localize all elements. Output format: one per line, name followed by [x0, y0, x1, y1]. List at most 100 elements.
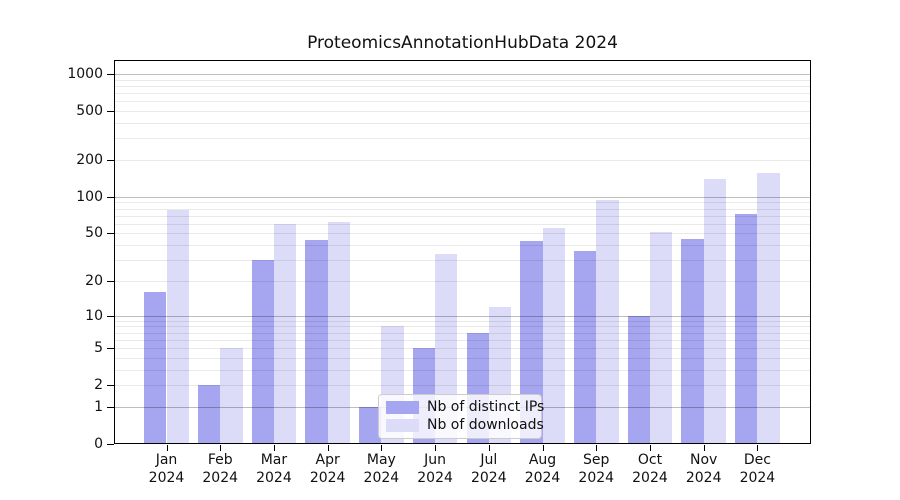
gridline-minor	[115, 326, 810, 327]
x-tick-month: Jan	[155, 452, 178, 468]
x-tick-mark	[757, 445, 758, 451]
x-tick-mark	[220, 445, 221, 451]
bar-distinct-ips	[359, 406, 382, 444]
y-tick-mark	[107, 444, 114, 445]
x-tick-year: 2024	[148, 469, 185, 486]
legend: Nb of distinct IPs Nb of downloads	[378, 394, 544, 439]
gridline-minor	[115, 340, 810, 341]
gridline-major	[115, 197, 810, 198]
x-tick-month: Sep	[583, 452, 610, 468]
bar-downloads	[542, 228, 565, 444]
x-tick-month: Dec	[743, 452, 771, 468]
y-tick-mark	[107, 407, 114, 408]
x-tick-year: 2024	[309, 469, 346, 486]
x-tick-year: 2024	[417, 469, 453, 486]
x-tick-label: Jul 2024	[457, 452, 521, 487]
legend-label-downloads: Nb of downloads	[427, 417, 544, 433]
gridline-minor	[115, 281, 810, 282]
x-tick-mark	[328, 445, 329, 451]
y-tick-mark	[107, 74, 114, 75]
legend-item-distinct-ips: Nb of distinct IPs	[386, 400, 544, 414]
x-tick-mark	[381, 445, 382, 451]
y-tick-mark	[107, 233, 114, 234]
x-tick-label: Feb 2024	[188, 452, 252, 487]
x-tick-mark	[543, 445, 544, 451]
bar-distinct-ips	[305, 240, 328, 444]
gridline-minor	[115, 80, 810, 81]
gridline-minor	[115, 123, 810, 124]
x-tick-label: Apr 2024	[296, 452, 360, 487]
y-tick-label: 2	[94, 377, 103, 394]
bar-distinct-ips	[251, 260, 274, 444]
x-tick-year: 2024	[470, 469, 507, 486]
gridline-minor	[115, 260, 810, 261]
x-tick-month: Nov	[690, 452, 718, 468]
gridline-minor	[115, 202, 810, 203]
y-tick-label: 10	[85, 307, 103, 324]
x-tick-year: 2024	[578, 469, 615, 486]
legend-label-distinct-ips: Nb of distinct IPs	[427, 399, 545, 415]
y-tick-label: 5	[94, 340, 103, 357]
x-tick-mark	[704, 445, 705, 451]
gridline-minor	[115, 333, 810, 334]
gridline-major	[115, 316, 810, 317]
gridline-major	[115, 74, 810, 75]
chart-title: ProteomicsAnnotationHubData 2024	[307, 33, 618, 53]
y-tick-mark	[107, 197, 114, 198]
x-tick-label: Jan 2024	[135, 452, 199, 487]
gridline-minor	[115, 233, 810, 234]
gridline-minor	[115, 160, 810, 161]
gridline-minor	[115, 321, 810, 322]
bar-distinct-ips	[144, 292, 167, 444]
y-tick-mark	[107, 160, 114, 161]
legend-item-downloads: Nb of downloads	[386, 418, 544, 432]
gridline-minor	[115, 86, 810, 87]
gridline-minor	[115, 358, 810, 359]
x-tick-month: Aug	[528, 452, 557, 468]
x-tick-month: Mar	[260, 452, 288, 468]
gridline-minor	[115, 101, 810, 102]
x-tick-mark	[489, 445, 490, 451]
x-tick-mark	[435, 445, 436, 451]
y-tick-mark	[107, 111, 114, 112]
legend-swatch-distinct-ips	[386, 400, 419, 414]
gridline-minor	[115, 138, 810, 139]
bar-downloads	[649, 232, 673, 444]
x-tick-month: May	[366, 452, 396, 468]
y-tick-label: 200	[76, 152, 103, 169]
y-tick-label: 1000	[67, 66, 103, 83]
bar-downloads	[166, 210, 189, 444]
plot-area	[114, 60, 811, 444]
x-tick-year: 2024	[739, 469, 776, 486]
y-tick-mark	[107, 316, 114, 317]
x-tick-mark	[167, 445, 168, 451]
bar-distinct-ips	[735, 214, 758, 444]
y-tick-label: 500	[76, 103, 103, 120]
x-tick-month: Jul	[480, 452, 498, 468]
bar-distinct-ips	[520, 241, 543, 444]
bar-distinct-ips	[627, 315, 650, 444]
bar-downloads	[596, 199, 619, 444]
y-tick-label: 0	[94, 436, 103, 452]
y-tick-label: 50	[85, 225, 103, 242]
x-tick-label: Dec 2024	[725, 452, 789, 487]
x-tick-label: Mar 2024	[242, 452, 306, 487]
y-tick-label: 1	[94, 398, 103, 415]
x-tick-label: Jun 2024	[403, 452, 467, 487]
bar-distinct-ips	[197, 385, 221, 444]
gridline-minor	[115, 385, 810, 386]
gridline-minor	[115, 348, 810, 349]
gridline-minor	[115, 370, 810, 371]
gridline-minor	[115, 216, 810, 217]
x-tick-year: 2024	[685, 469, 722, 486]
gridline-minor	[115, 245, 810, 246]
x-tick-month: Feb	[207, 452, 233, 468]
bar-downloads	[327, 222, 350, 444]
x-tick-mark	[596, 445, 597, 451]
x-tick-label: Nov 2024	[672, 452, 736, 487]
gridline-minor	[115, 93, 810, 94]
bar-downloads	[703, 179, 726, 444]
